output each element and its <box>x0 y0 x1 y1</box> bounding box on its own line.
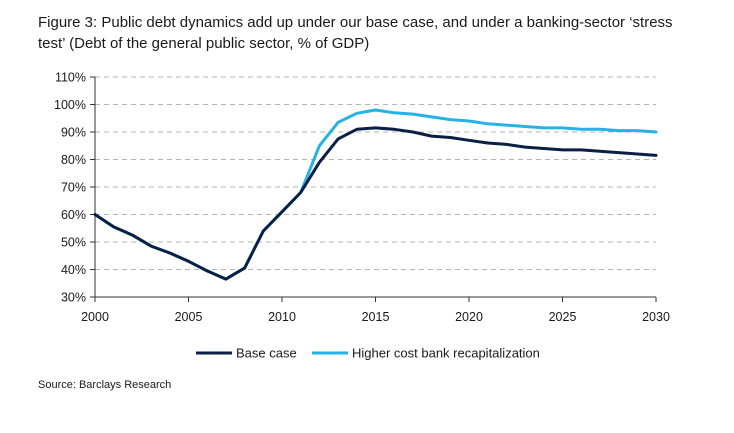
y-tick-label: 90% <box>61 126 86 140</box>
x-tick-label: 2030 <box>642 310 670 324</box>
legend: Base case Higher cost bank recapitalizati… <box>196 346 540 361</box>
y-tick-label: 30% <box>61 291 86 305</box>
x-tick-label: 2005 <box>175 310 203 324</box>
source-note: Source: Barclays Research <box>38 379 172 391</box>
x-tick-labels: 2000 2005 2010 2015 2020 2025 2030 <box>81 310 670 324</box>
x-tick-label: 2025 <box>549 310 577 324</box>
y-tick-label: 110% <box>55 71 86 85</box>
x-tick-label: 2020 <box>455 310 483 324</box>
series-line-base-case <box>93 126 658 281</box>
y-tick-label: 50% <box>61 236 86 250</box>
legend-label: Higher cost bank recapitalization <box>352 346 540 361</box>
y-tick-label: 40% <box>61 263 86 277</box>
chart-title: Figure 3: Public debt dynamics add up un… <box>38 14 673 52</box>
x-tick-label: 2015 <box>362 310 390 324</box>
series-lines <box>93 108 658 281</box>
x-tick-label: 2000 <box>81 310 109 324</box>
y-tick-label: 60% <box>61 208 86 222</box>
y-tick-label: 100% <box>54 98 86 112</box>
y-tick-labels: 30% 40% 50% 60% 70% 80% 90% 100% 110% <box>54 71 86 305</box>
x-tick-label: 2010 <box>268 310 296 324</box>
y-tick-label: 80% <box>61 153 86 167</box>
gridlines <box>95 76 656 270</box>
legend-label: Base case <box>236 346 297 361</box>
y-tick-label: 70% <box>61 181 86 195</box>
series-line-higher-cost-bank-recapitalization <box>93 108 658 281</box>
